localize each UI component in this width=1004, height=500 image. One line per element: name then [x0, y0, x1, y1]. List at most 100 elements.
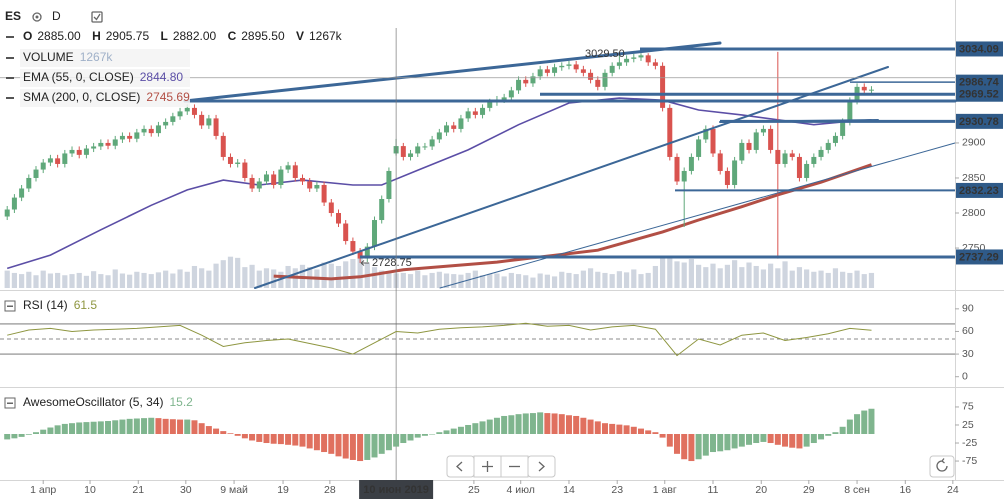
candle-body: [638, 55, 644, 58]
candle-body: [235, 162, 241, 164]
ao-bar: [25, 434, 32, 435]
ao-bar: [133, 418, 140, 434]
ao-bar: [69, 423, 76, 434]
collapse-icon[interactable]: [4, 300, 16, 312]
legend-name: SMA (200, 0, CLOSE): [23, 90, 140, 104]
ao-bar: [450, 428, 457, 434]
ao-bar: [832, 432, 839, 434]
volume-bar: [119, 273, 126, 288]
candle-body: [372, 220, 378, 247]
candle-body: [753, 132, 759, 150]
volume-bar: [760, 269, 767, 288]
ao-bar: [825, 434, 832, 436]
ohlc-value: 2905.75: [106, 29, 150, 43]
price-label: 2986.74: [959, 77, 1000, 89]
ao-bar: [220, 431, 227, 434]
volume-bar: [350, 259, 356, 288]
scroll-left-button[interactable]: [446, 455, 475, 478]
pane-legend: RSI (14) 61.5: [23, 298, 97, 312]
candle-body: [566, 64, 572, 66]
collapse-icon[interactable]: [6, 36, 14, 38]
collapse-icon[interactable]: [4, 397, 16, 409]
trend-line: [183, 41, 722, 103]
ao-bar: [493, 417, 500, 434]
volume-bar: [371, 267, 378, 288]
ao-bar: [112, 420, 119, 434]
ohlc-label: V: [296, 29, 304, 43]
toolbar: ES D: [5, 9, 103, 23]
volume-bar: [652, 265, 658, 288]
ao-bar: [810, 434, 817, 444]
ao-bar: [846, 419, 853, 434]
candle-body: [199, 114, 205, 126]
ema-line: [6, 97, 872, 270]
ao-bar: [400, 434, 407, 444]
zoom-in-button[interactable]: [473, 455, 502, 478]
volume-bar: [357, 257, 363, 288]
ao-bar: [155, 418, 162, 434]
volume-bar: [609, 274, 615, 288]
ao-bar: [61, 423, 68, 434]
sma-line: [273, 163, 872, 281]
ao-bar: [97, 421, 104, 434]
candle-body: [163, 121, 169, 126]
ao-bar: [861, 410, 868, 434]
x-tick-label: 20: [755, 484, 767, 496]
volume-bar: [386, 271, 392, 288]
candle-body: [768, 128, 774, 150]
collapse-icon-bar: [7, 402, 13, 404]
y-tick-label: -75: [962, 455, 977, 467]
volume-bar: [847, 272, 853, 288]
candle-body: [458, 118, 464, 129]
ao-bar: [558, 414, 565, 434]
price-label: 2832.23: [959, 185, 999, 197]
annotation-arrow: [360, 260, 369, 266]
candle-body: [501, 97, 507, 100]
candle-body: [732, 160, 738, 185]
reset-button[interactable]: [929, 455, 955, 478]
y-tick-label: 2800: [962, 207, 986, 219]
volume-bar: [854, 270, 860, 288]
price-label: 3034.09: [959, 43, 999, 55]
volume-bar: [242, 267, 248, 288]
ao-bar: [551, 413, 558, 434]
volume-bar: [753, 265, 759, 288]
candle-body: [328, 202, 334, 214]
candle-body: [588, 72, 594, 80]
volume-bar: [796, 267, 803, 288]
candle-body: [213, 118, 219, 136]
ao-bar: [292, 434, 299, 446]
volume-bar: [544, 274, 550, 288]
candle-body: [350, 241, 356, 252]
price-annotation: 3029.50: [585, 48, 625, 60]
compare-icon[interactable]: [91, 11, 103, 23]
candle-body: [530, 76, 536, 84]
ao-bar: [313, 434, 320, 451]
ao-bar: [630, 426, 637, 434]
volume-bar: [163, 270, 169, 288]
settings-icon[interactable]: [32, 12, 42, 22]
volume-bar: [775, 268, 781, 288]
ao-bar: [637, 428, 644, 434]
crosshair-time-label: 10 июн 2019: [363, 484, 429, 496]
candle-body: [134, 132, 140, 139]
ohlc-label: O: [23, 29, 32, 43]
scroll-right-button[interactable]: [527, 455, 556, 478]
ao-bar: [472, 423, 479, 434]
volume-bar: [4, 270, 10, 288]
volume-bar: [551, 276, 558, 288]
interval[interactable]: D: [52, 9, 61, 23]
candle-body: [645, 55, 651, 63]
ao-bar: [429, 434, 436, 435]
candle-body: [703, 128, 709, 140]
candle-body: [465, 111, 471, 119]
symbol[interactable]: ES: [5, 9, 21, 23]
x-tick-label: 9 май: [220, 484, 248, 496]
zoom-out-button[interactable]: [500, 455, 529, 478]
ao-bar: [486, 419, 493, 434]
ao-bar: [465, 424, 472, 434]
ao-bar: [731, 434, 738, 449]
ao-bar: [436, 432, 443, 434]
candle-body: [681, 170, 687, 182]
price-label: 2969.52: [959, 89, 999, 101]
